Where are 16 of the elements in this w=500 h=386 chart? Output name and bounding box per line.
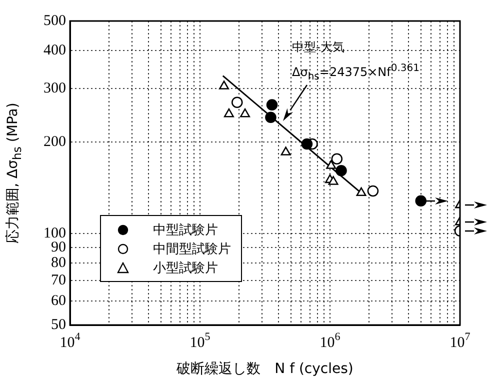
legend-label: 中型試験片: [153, 222, 218, 238]
legend-label: 中間型試験片: [153, 240, 231, 258]
y-tick-label: 500: [44, 12, 66, 29]
y-tick-label: 300: [44, 80, 66, 96]
annotation: Δσ$_{hs}$=24375×Nf$^{0.361}$: [292, 63, 420, 82]
y-tick-label: 200: [44, 134, 66, 150]
y-tick-label: 50: [51, 316, 66, 333]
y-tick-label: 70: [51, 272, 66, 289]
y-tick-label: 60: [51, 292, 66, 309]
y-tick-label: 80: [51, 254, 66, 271]
y-tick-label: 100: [44, 225, 66, 242]
y-tick-label: 90: [51, 239, 66, 256]
legend-label: 小型試験片: [153, 260, 218, 276]
x-axis-title: 破断繰返し数 N f (cycles): [176, 361, 354, 378]
y-tick-label: 400: [44, 42, 66, 58]
annotation: 中型-大気: [292, 39, 344, 56]
